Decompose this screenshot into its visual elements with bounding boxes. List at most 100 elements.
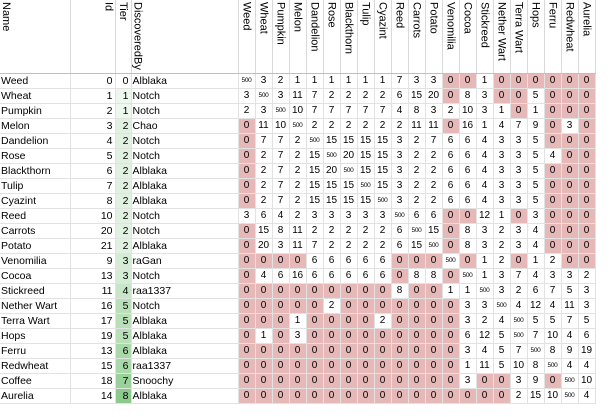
cell-tier[interactable]: 2 xyxy=(115,238,132,254)
cell-value[interactable]: 6 xyxy=(391,88,409,104)
cell-value[interactable]: 5 xyxy=(527,313,545,329)
cell-value[interactable]: 0 xyxy=(255,298,273,314)
cell-value[interactable]: 500 xyxy=(340,163,358,179)
cell-value[interactable]: 5 xyxy=(527,148,545,164)
cell-id[interactable]: 4 xyxy=(70,133,116,149)
cell-value[interactable]: 4 xyxy=(578,388,596,404)
cell-value[interactable]: 15 xyxy=(374,178,392,194)
cell-tier[interactable]: 2 xyxy=(115,148,132,164)
cell-value[interactable]: 2 xyxy=(255,193,273,209)
cell-value[interactable]: 2 xyxy=(357,88,375,104)
cell-value[interactable]: 0 xyxy=(408,343,426,359)
cell-value[interactable]: 0 xyxy=(340,373,358,389)
cell-id[interactable]: 16 xyxy=(70,298,116,314)
cell-discovered-by[interactable]: raa1337 xyxy=(131,358,239,374)
cell-value[interactable]: 2 xyxy=(374,88,392,104)
cell-value[interactable]: 12 xyxy=(476,328,494,344)
cell-value[interactable]: 6 xyxy=(340,268,358,284)
cell-value[interactable]: 6 xyxy=(306,253,324,269)
cell-value[interactable]: 8 xyxy=(459,88,477,104)
cell-value[interactable]: 0 xyxy=(510,208,528,224)
cell-value[interactable]: 2 xyxy=(391,118,409,134)
cell-value[interactable]: 500 xyxy=(459,268,477,284)
cell-value[interactable]: 4 xyxy=(476,133,494,149)
cell-value[interactable]: 6 xyxy=(459,148,477,164)
cell-value[interactable]: 0 xyxy=(391,268,409,284)
cell-value[interactable]: 0 xyxy=(578,208,596,224)
cell-value[interactable]: 0 xyxy=(357,298,375,314)
cell-value[interactable]: 0 xyxy=(425,253,443,269)
cell-value[interactable]: 3 xyxy=(527,208,545,224)
cell-value[interactable]: 3 xyxy=(510,373,528,389)
cell-value[interactable]: 3 xyxy=(476,103,494,119)
cell-value[interactable]: 15 xyxy=(357,133,375,149)
cell-value[interactable]: 500 xyxy=(289,118,307,134)
cell-value[interactable]: 0 xyxy=(459,208,477,224)
cell-value[interactable]: 10 xyxy=(459,103,477,119)
cell-value[interactable]: 0 xyxy=(578,193,596,209)
cell-value[interactable]: 4 xyxy=(476,178,494,194)
cell-value[interactable]: 2 xyxy=(255,178,273,194)
cell-value[interactable]: 3 xyxy=(493,133,511,149)
cell-value[interactable]: 2 xyxy=(493,223,511,239)
cell-id[interactable]: 0 xyxy=(70,73,116,89)
cell-value[interactable]: 0 xyxy=(306,328,324,344)
cell-discovered-by[interactable]: Notch xyxy=(131,268,239,284)
cell-id[interactable]: 13 xyxy=(70,343,116,359)
cell-name[interactable]: Redwheat xyxy=(0,358,71,374)
cell-value[interactable]: 8 xyxy=(408,268,426,284)
cell-value[interactable]: 3 xyxy=(544,268,562,284)
cell-value[interactable]: 0 xyxy=(289,373,307,389)
cell-value[interactable]: 0 xyxy=(357,343,375,359)
cell-value[interactable]: 0 xyxy=(323,328,341,344)
cell-value[interactable]: 0 xyxy=(391,343,409,359)
cell-value[interactable]: 2 xyxy=(357,223,375,239)
header-name[interactable]: Name xyxy=(0,0,71,74)
cell-value[interactable]: 3 xyxy=(578,283,596,299)
cell-value[interactable]: 500 xyxy=(493,298,511,314)
cell-value[interactable]: 6 xyxy=(391,238,409,254)
cell-value[interactable]: 16 xyxy=(289,268,307,284)
cell-value[interactable]: 6 xyxy=(408,208,426,224)
cell-name[interactable]: Dandelion xyxy=(0,133,71,149)
cell-value[interactable]: 0 xyxy=(544,223,562,239)
cell-value[interactable]: 6 xyxy=(442,148,460,164)
cell-value[interactable]: 6 xyxy=(442,133,460,149)
cell-value[interactable]: 2 xyxy=(323,223,341,239)
cell-value[interactable]: 16 xyxy=(459,118,477,134)
cell-value[interactable]: 0 xyxy=(442,118,460,134)
cell-value[interactable]: 0 xyxy=(238,163,256,179)
cell-value[interactable]: 11 xyxy=(255,118,273,134)
cell-value[interactable]: 0 xyxy=(255,358,273,374)
cell-discovered-by[interactable]: Notch xyxy=(131,88,239,104)
cell-value[interactable]: 15 xyxy=(527,388,545,404)
header-crop-rose[interactable]: Rose xyxy=(323,0,341,74)
cell-value[interactable]: 0 xyxy=(306,313,324,329)
cell-value[interactable]: 2 xyxy=(374,313,392,329)
cell-value[interactable]: 2 xyxy=(425,193,443,209)
cell-value[interactable]: 0 xyxy=(544,118,562,134)
cell-value[interactable]: 4 xyxy=(544,148,562,164)
cell-value[interactable]: 2 xyxy=(289,133,307,149)
cell-value[interactable]: 0 xyxy=(544,88,562,104)
cell-value[interactable]: 3 xyxy=(340,208,358,224)
cell-value[interactable]: 11 xyxy=(425,118,443,134)
cell-value[interactable]: 500 xyxy=(527,343,545,359)
cell-value[interactable]: 3 xyxy=(476,88,494,104)
cell-value[interactable]: 0 xyxy=(561,103,579,119)
cell-value[interactable]: 0 xyxy=(442,73,460,89)
cell-value[interactable]: 4 xyxy=(527,223,545,239)
cell-value[interactable]: 500 xyxy=(425,238,443,254)
cell-id[interactable]: 7 xyxy=(70,178,116,194)
cell-value[interactable]: 3 xyxy=(510,163,528,179)
cell-value[interactable]: 7 xyxy=(527,328,545,344)
cell-name[interactable]: Terra Wart xyxy=(0,313,71,329)
cell-tier[interactable]: 7 xyxy=(115,373,132,389)
cell-value[interactable]: 0 xyxy=(544,178,562,194)
cell-value[interactable]: 11 xyxy=(289,223,307,239)
cell-value[interactable]: 0 xyxy=(561,163,579,179)
cell-value[interactable]: 15 xyxy=(323,133,341,149)
cell-value[interactable]: 7 xyxy=(306,103,324,119)
cell-id[interactable]: 15 xyxy=(70,358,116,374)
cell-value[interactable]: 2 xyxy=(493,253,511,269)
